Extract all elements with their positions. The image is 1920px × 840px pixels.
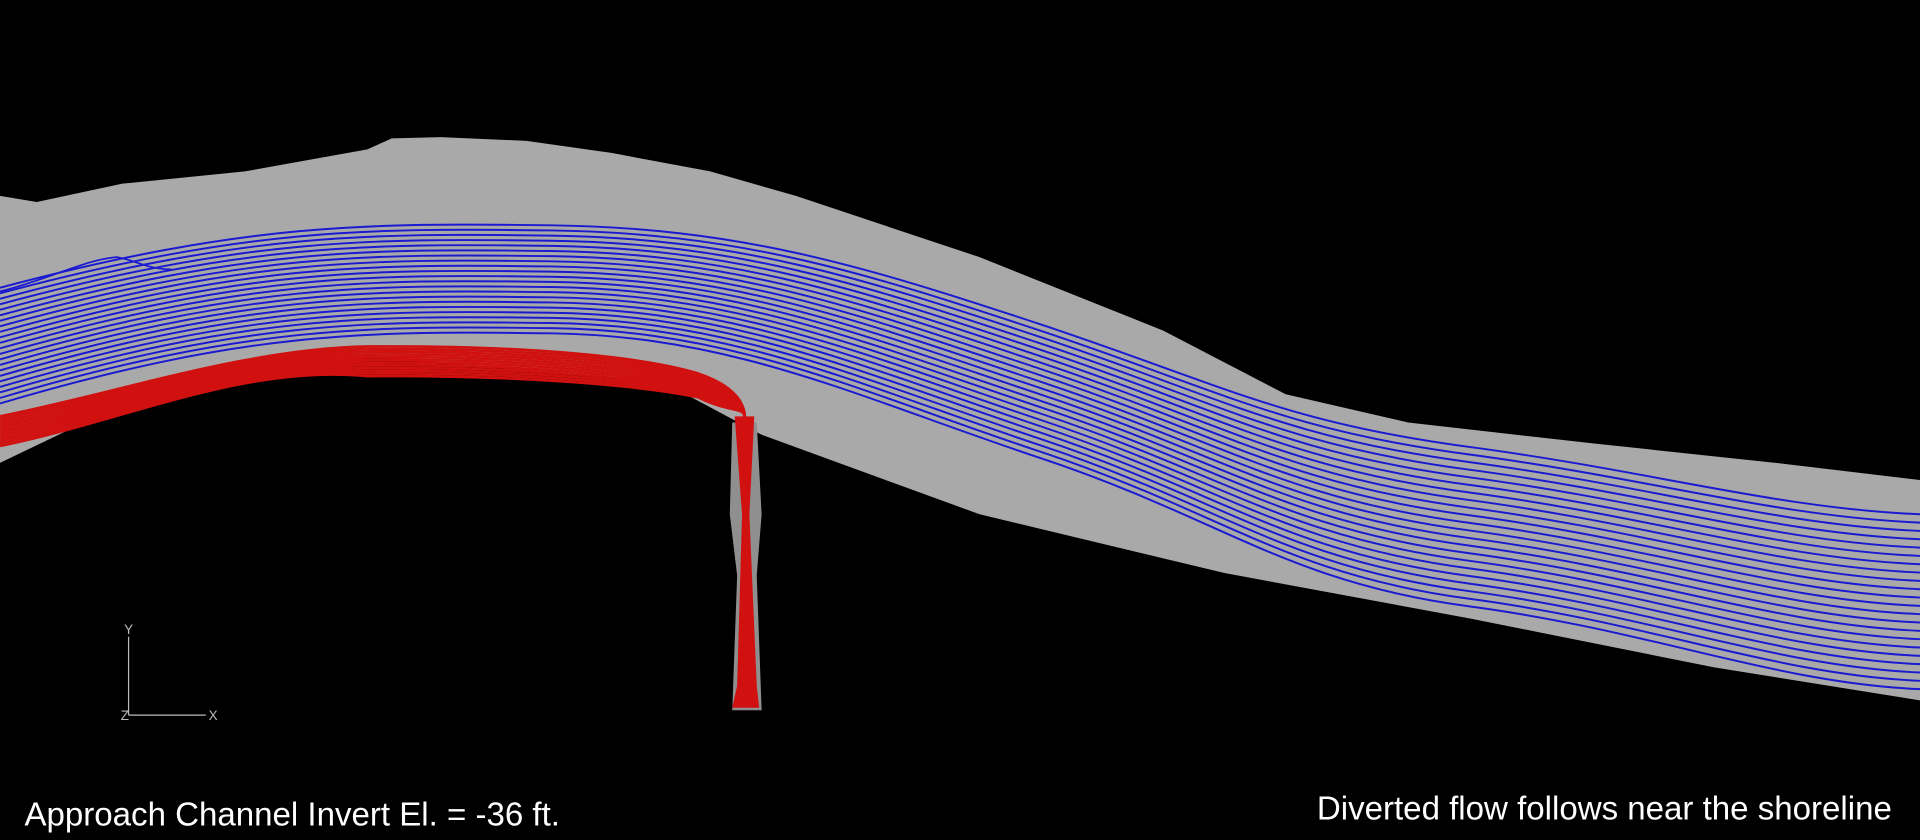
axis-label: Y xyxy=(124,622,133,637)
caption: Diverted flow follows near the shoreline xyxy=(1317,790,1892,827)
axis-label: X xyxy=(209,708,218,723)
caption: Approach Channel Invert El. = -36 ft. xyxy=(24,796,559,833)
axis-label: Z xyxy=(121,708,129,723)
simulation-view: Y Z X Approach Channel Invert El. = -36 … xyxy=(0,0,1920,840)
page: Y Z X Approach Channel Invert El. = -36 … xyxy=(0,0,1920,840)
